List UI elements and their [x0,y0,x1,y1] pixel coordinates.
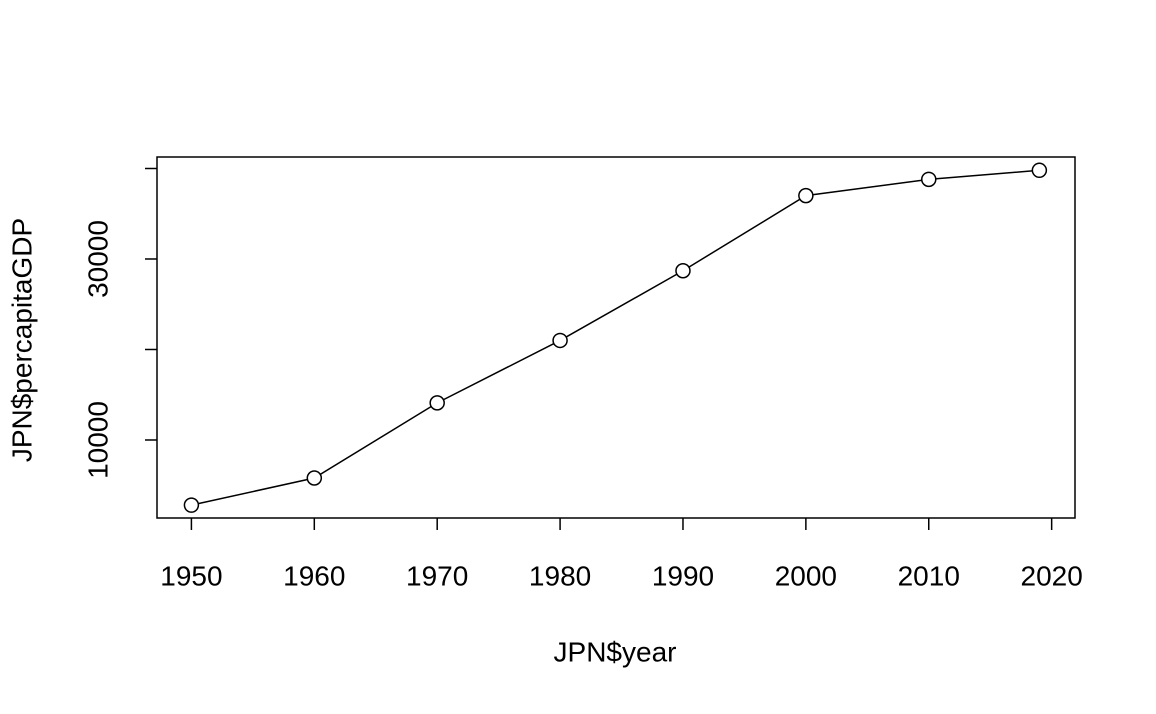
data-point [183,497,200,513]
data-point [552,332,568,349]
data-point [675,263,691,279]
y-tick-label: 30000 [82,220,113,298]
x-tick-label: 2000 [775,560,837,591]
data-point [306,470,323,486]
data-point [429,395,445,411]
plot-frame [156,156,1076,519]
x-tick-label: 2020 [1021,560,1083,591]
data-point [1031,162,1048,179]
x-tick-label: 1960 [283,560,345,591]
data-point [798,187,814,204]
x-tick-label: 2010 [898,560,960,591]
x-tick-label: 1970 [406,560,468,591]
x-axis-title: JPN$year [554,636,677,667]
x-tick-label: 1980 [529,560,591,591]
y-axis-title: JPN$percapitaGDP [6,218,37,462]
x-tick-label: 1950 [160,560,222,591]
data-point [921,171,937,188]
y-tick-label: 10000 [82,401,113,479]
x-tick-label: 1990 [652,560,714,591]
data-line [191,169,1040,506]
